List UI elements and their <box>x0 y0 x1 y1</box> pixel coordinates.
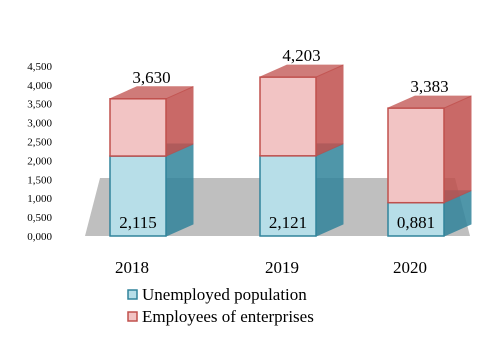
bar-side-unemployed-2018 <box>165 143 194 237</box>
bar-unemployed-2019 <box>259 155 317 237</box>
legend-swatch-unemployed <box>127 289 138 300</box>
bar-top-employees-2020 <box>387 95 472 109</box>
legend-label-employees: Employees of enterprises <box>142 307 314 326</box>
y-tick-label: 3,000 <box>27 118 52 130</box>
bar-top-employees-2018 <box>109 86 194 100</box>
x-category-label: 2020 <box>393 258 427 277</box>
bar-side-unemployed-2019 <box>315 143 344 237</box>
bar-side-employees-2019 <box>315 64 344 157</box>
x-category-label: 2019 <box>265 258 299 277</box>
data-label-employees-2018: 3,630 <box>132 68 170 87</box>
bar-side-employees-2020 <box>443 95 472 204</box>
bar-unemployed-2018 <box>109 155 167 237</box>
y-tick-label: 1,000 <box>27 193 52 205</box>
data-label-employees-2020: 3,383 <box>410 77 448 96</box>
y-tick-label: 0,500 <box>27 212 52 224</box>
bar-employees-2018 <box>109 98 167 157</box>
y-tick-label: 4,500 <box>27 61 52 73</box>
data-label-employees-2019: 4,203 <box>282 46 320 65</box>
bar-employees-2020 <box>387 107 445 204</box>
x-category-label: 2018 <box>115 258 149 277</box>
y-tick-label: 2,500 <box>27 137 52 149</box>
bar-top-employees-2019 <box>259 64 344 78</box>
data-label-unemployed-2020: 0,881 <box>397 213 435 232</box>
y-tick-label: 2,000 <box>27 155 52 167</box>
y-tick-label: 3,500 <box>27 99 52 111</box>
data-label-unemployed-2019: 2,121 <box>269 213 307 232</box>
legend-swatch-employees <box>127 311 138 322</box>
y-tick-label: 1,500 <box>27 174 52 186</box>
legend-label-unemployed: Unemployed population <box>142 285 307 304</box>
y-tick-label: 0,000 <box>27 231 52 243</box>
bar-employees-2019 <box>259 76 317 157</box>
data-label-unemployed-2018: 2,115 <box>119 213 157 232</box>
y-tick-label: 4,000 <box>27 80 52 92</box>
